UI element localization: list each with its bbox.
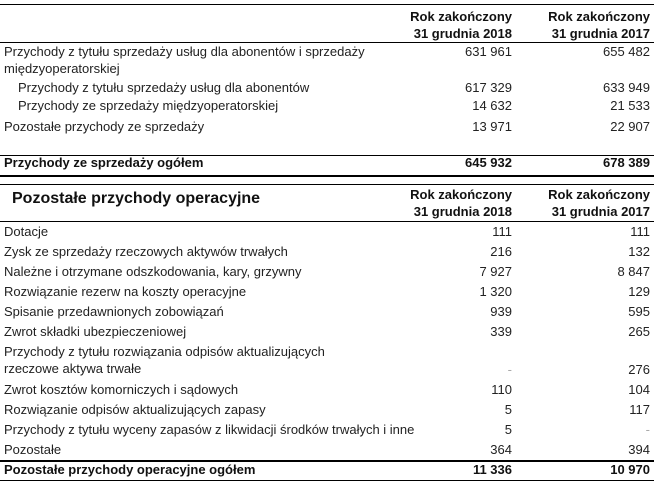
table-row: Zwrot kosztów komorniczych i sądowych 110… bbox=[0, 381, 654, 399]
value-2017: 132 bbox=[628, 244, 650, 259]
row-label: Przychody ze sprzedaży ogółem bbox=[4, 155, 204, 170]
value-2018: 11 336 bbox=[472, 462, 512, 477]
value-2018: 5 bbox=[504, 402, 512, 417]
table-row: Zwrot składki ubezpieczeniowej 339 265 bbox=[0, 323, 654, 341]
row-label: Pozostałe bbox=[4, 442, 62, 457]
value-2018: 617 329 bbox=[465, 80, 512, 95]
header-line: 31 grudnia 2017 bbox=[551, 26, 650, 41]
value-2017: 678 389 bbox=[603, 155, 650, 170]
value-2017: 111 bbox=[630, 224, 650, 239]
row-label: Zwrot składki ubezpieczeniowej bbox=[4, 324, 187, 339]
divider bbox=[0, 155, 654, 156]
row-label: Przychody z tytułu sprzedaży usług dla a… bbox=[18, 80, 310, 95]
value-2018: 364 bbox=[490, 442, 512, 457]
header-line: 31 grudnia 2017 bbox=[551, 204, 650, 219]
value-2018: 339 bbox=[490, 324, 512, 339]
value-2017: 22 907 bbox=[610, 119, 650, 134]
divider bbox=[0, 480, 654, 481]
value-2018: 14 632 bbox=[472, 98, 512, 113]
value-2017: 633 949 bbox=[603, 80, 650, 95]
value-2017: 129 bbox=[628, 284, 650, 299]
value-2018: 939 bbox=[490, 304, 512, 319]
row-label: Pozostałe przychody ze sprzedaży bbox=[4, 119, 205, 134]
table-row: Rozwiązanie rezerw na koszty operacyjne 1… bbox=[0, 283, 654, 301]
row-label: Rozwiązanie rezerw na koszty operacyjne bbox=[4, 284, 247, 299]
value-2017: 265 bbox=[628, 324, 650, 339]
value-2018: 5 bbox=[504, 422, 512, 437]
divider bbox=[0, 175, 654, 177]
row-label: Zwrot kosztów komorniczych i sądowych bbox=[4, 382, 239, 397]
total-row: Przychody ze sprzedaży ogółem 645 932 67… bbox=[0, 154, 654, 172]
total-row: Pozostałe przychody operacyjne ogółem 11… bbox=[0, 461, 654, 479]
value-2017: 276 bbox=[628, 362, 650, 377]
row-label: Dotacje bbox=[4, 224, 49, 239]
row-label: Spisanie przedawnionych zobowiązań bbox=[4, 304, 224, 319]
value-2017: 394 bbox=[628, 442, 650, 457]
value-2018: 1 320 bbox=[479, 284, 512, 299]
divider bbox=[0, 42, 654, 43]
table-row: Dotacje 111 111 bbox=[0, 223, 654, 241]
column-header-2017: Rok zakończony 31 grudnia 2017 bbox=[548, 8, 650, 42]
value-2017: 117 bbox=[629, 402, 650, 417]
table-row: Zysk ze sprzedaży rzeczowych aktywów trw… bbox=[0, 243, 654, 261]
value-2017: 655 482 bbox=[603, 44, 650, 59]
value-2018: 631 961 bbox=[465, 44, 512, 59]
value-2018: 645 932 bbox=[465, 155, 512, 170]
value-2018: 7 927 bbox=[479, 264, 512, 279]
value-2018: 13 971 bbox=[472, 119, 512, 134]
table-row: Przychody z tytułu sprzedaży usług dla a… bbox=[0, 43, 654, 76]
row-label: Rozwiązanie odpisów aktualizujących zapa… bbox=[4, 402, 266, 417]
value-2018: 216 bbox=[490, 244, 512, 259]
header-line: 31 grudnia 2018 bbox=[413, 204, 512, 219]
table-row: Spisanie przedawnionych zobowiązań 939 595 bbox=[0, 303, 654, 321]
table-row: Przychody z tytułu rozwiązania odpisów a… bbox=[0, 343, 654, 377]
row-label: Pozostałe przychody operacyjne ogółem bbox=[4, 462, 256, 477]
row-label-continued: międzyoperatorskiej bbox=[4, 61, 120, 76]
header-line: Rok zakończony bbox=[548, 187, 650, 202]
divider bbox=[0, 460, 654, 462]
header-line: 31 grudnia 2018 bbox=[413, 26, 512, 41]
column-header-2017: Rok zakończony 31 grudnia 2017 bbox=[548, 186, 650, 220]
column-header-2018: Rok zakończony 31 grudnia 2018 bbox=[410, 186, 512, 220]
value-2018: 110 bbox=[491, 382, 512, 397]
table-row: Pozostałe 364 394 bbox=[0, 441, 654, 459]
value-2018: 111 bbox=[492, 224, 512, 239]
table-row: Przychody z tytułu wyceny zapasów z likw… bbox=[0, 421, 654, 439]
row-label: Przychody z tytułu wyceny zapasów z likw… bbox=[4, 422, 415, 437]
header-line: Rok zakończony bbox=[548, 9, 650, 24]
row-label-continued: rzeczowe aktywa trwałe bbox=[4, 361, 142, 376]
divider bbox=[0, 184, 654, 185]
value-2017: 104 bbox=[628, 382, 650, 397]
divider bbox=[0, 4, 654, 5]
table-row: Przychody ze sprzedaży międzyoperatorski… bbox=[0, 97, 654, 115]
column-header-2018: Rok zakończony 31 grudnia 2018 bbox=[410, 8, 512, 42]
row-label: Należne i otrzymane odszkodowania, kary,… bbox=[4, 264, 302, 279]
table-row: Należne i otrzymane odszkodowania, kary,… bbox=[0, 263, 654, 281]
header-line: Rok zakończony bbox=[410, 9, 512, 24]
table-row: Rozwiązanie odpisów aktualizujących zapa… bbox=[0, 401, 654, 419]
row-label: Przychody z tytułu rozwiązania odpisów a… bbox=[4, 344, 325, 359]
section-title: Pozostałe przychody operacyjne bbox=[12, 190, 261, 207]
value-2017: 10 970 bbox=[610, 462, 650, 477]
row-label: Przychody z tytułu sprzedaży usług dla a… bbox=[4, 44, 365, 59]
value-2017: 21 533 bbox=[610, 98, 650, 113]
value-2017: 8 847 bbox=[617, 264, 650, 279]
table-row: Pozostałe przychody ze sprzedaży 13 971 22… bbox=[0, 118, 654, 136]
divider bbox=[0, 221, 654, 222]
header-line: Rok zakończony bbox=[410, 187, 512, 202]
table-row: Przychody z tytułu sprzedaży usług dla a… bbox=[0, 79, 654, 97]
value-2018: - bbox=[507, 362, 512, 377]
value-2017: 595 bbox=[628, 304, 650, 319]
row-label: Przychody ze sprzedaży międzyoperatorski… bbox=[18, 98, 279, 113]
value-2017: - bbox=[645, 422, 650, 437]
row-label: Zysk ze sprzedaży rzeczowych aktywów trw… bbox=[4, 244, 288, 259]
